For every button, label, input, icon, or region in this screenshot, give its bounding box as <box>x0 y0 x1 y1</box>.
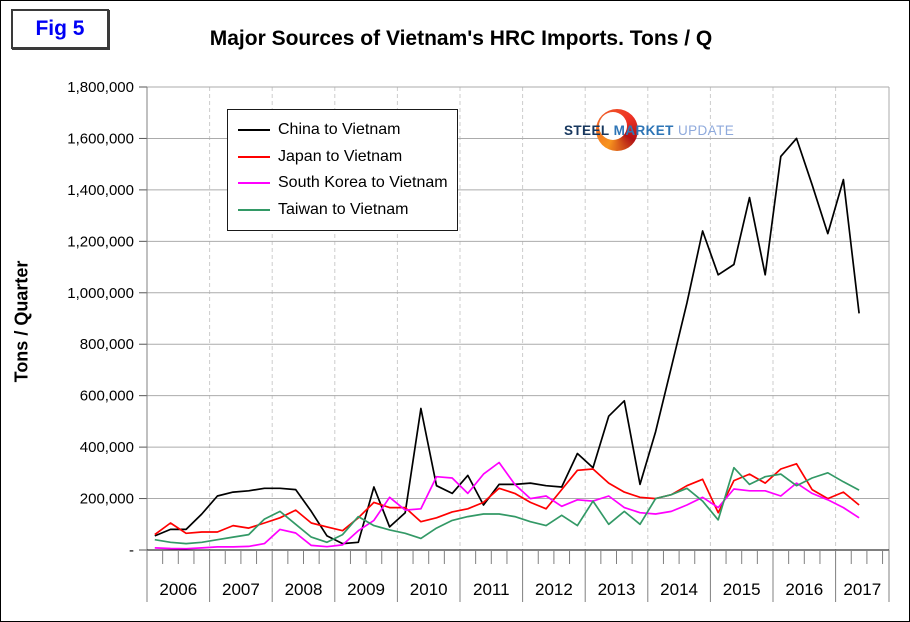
x-year-label: 2006 <box>159 580 197 599</box>
y-tick-label: 1,600,000 <box>67 130 134 147</box>
legend: China to Vietnam Japan to Vietnam South … <box>227 109 458 231</box>
x-year-label: 2012 <box>535 580 573 599</box>
legend-item-taiwan: Taiwan to Vietnam <box>228 201 457 219</box>
y-tick-label: - <box>129 542 134 559</box>
figure-number-box: Fig 5 <box>11 9 109 49</box>
legend-label: China to Vietnam <box>278 120 401 138</box>
y-tick-label: 400,000 <box>80 439 134 456</box>
legend-label: Japan to Vietnam <box>278 147 403 165</box>
legend-line-swatch <box>238 209 270 212</box>
x-year-label: 2015 <box>723 580 761 599</box>
legend-label: South Korea to Vietnam <box>278 174 448 192</box>
legend-line-swatch <box>238 155 270 158</box>
series-line-south-korea-to-vietnam <box>154 461 860 550</box>
series-line-japan-to-vietnam <box>154 462 860 536</box>
y-tick-label: 1,200,000 <box>67 233 134 250</box>
legend-line-swatch <box>238 128 270 131</box>
figure-number: Fig 5 <box>35 17 85 40</box>
legend-item-china: China to Vietnam <box>228 121 457 139</box>
x-year-label: 2010 <box>410 580 448 599</box>
y-tick-label: 1,800,000 <box>67 79 134 96</box>
legend-line-swatch <box>238 182 270 185</box>
x-year-label: 2009 <box>347 580 385 599</box>
legend-label: Taiwan to Vietnam <box>278 201 409 219</box>
x-year-label: 2013 <box>598 580 636 599</box>
y-tick-label: 1,000,000 <box>67 285 134 302</box>
legend-item-south-korea: South Korea to Vietnam <box>228 174 457 192</box>
x-year-label: 2008 <box>285 580 323 599</box>
x-year-label: 2016 <box>785 580 823 599</box>
logo-text: STEEL MARKET UPDATE <box>564 123 735 138</box>
series-line-taiwan-to-vietnam <box>154 466 860 545</box>
x-year-label: 2007 <box>222 580 260 599</box>
y-tick-label: 1,400,000 <box>67 182 134 199</box>
legend-item-japan: Japan to Vietnam <box>228 148 457 166</box>
series-line-china-to-vietnam <box>154 137 860 545</box>
x-year-label: 2014 <box>660 580 698 599</box>
logo-swirl-icon <box>596 109 638 151</box>
y-tick-label: 600,000 <box>80 388 134 405</box>
x-year-label: 2017 <box>843 580 881 599</box>
y-tick-label: 200,000 <box>80 491 134 508</box>
y-tick-label: 800,000 <box>80 336 134 353</box>
x-year-label: 2011 <box>473 580 510 599</box>
steel-market-update-logo: STEEL MARKET UPDATE <box>564 107 734 151</box>
chart-title: Major Sources of Vietnam's HRC Imports. … <box>209 27 713 50</box>
